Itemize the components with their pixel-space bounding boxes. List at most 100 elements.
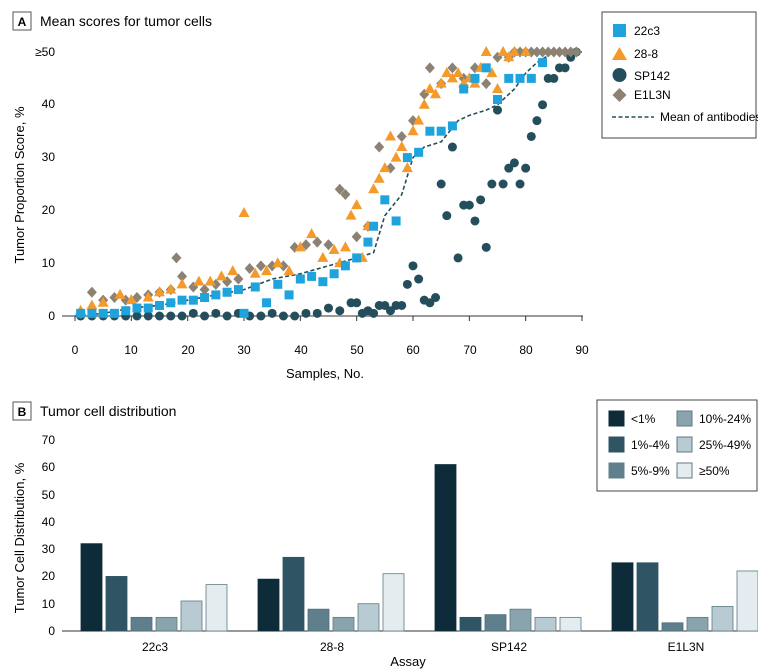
data-point-sp142 [560,63,570,73]
panel-b-category-labels: 22c3 28-8 SP142 E1L3N [142,640,704,654]
a-ytick-label: 30 [42,150,56,164]
data-point-28-8 [339,241,351,252]
data-point-28-8 [193,275,205,286]
data-point-22c3 [211,290,221,300]
data-point-e1l3n [531,46,542,58]
bar [459,616,482,632]
data-point-sp142 [431,293,441,303]
a-ytick-label: 10 [42,256,56,270]
a-ytick-label: 40 [42,97,56,111]
data-point-sp142 [549,73,559,83]
data-point-e1l3n [86,286,97,298]
data-point-28-8 [503,51,515,62]
data-point-28-8 [373,172,385,183]
data-point-e1l3n [374,141,385,153]
data-point-e1l3n [171,252,182,264]
data-point-sp142 [493,105,502,115]
data-point-22c3 [284,290,294,300]
panel-a-letter: A [18,15,27,29]
data-point-28-8 [261,265,273,276]
data-point-28-8 [238,207,250,218]
data-point-sp142 [267,308,277,318]
data-point-28-8 [508,46,520,56]
a-ytick-label: ≥50 [35,45,55,59]
panel-b-title: Tumor cell distribution [40,403,176,419]
square-icon [613,24,626,37]
data-point-22c3 [98,308,108,318]
b-ytick-label: 50 [42,488,56,502]
data-point-22c3 [273,279,283,289]
bar [130,616,153,632]
circle-icon [612,68,627,82]
panel-a-title: Mean scores for tumor cells [40,13,212,29]
data-point-e1l3n [177,270,188,282]
data-point-22c3 [143,303,153,313]
data-point-e1l3n [424,62,435,74]
data-point-22c3 [414,147,424,157]
b-ytick-label: 70 [42,433,56,447]
data-point-sp142 [335,306,345,316]
data-point-sp142 [402,279,412,289]
data-point-28-8 [215,270,227,281]
data-point-28-8 [86,299,98,310]
data-point-sp142 [481,242,491,252]
diamond-icon [612,88,627,102]
bar [105,576,128,632]
data-point-sp142 [464,200,474,210]
data-point-22c3 [155,300,164,310]
data-point-sp142 [352,298,362,308]
data-point-e1l3n [447,62,458,74]
data-point-22c3 [239,308,249,318]
data-point-28-8 [452,67,464,78]
swatch-icon [676,436,693,453]
data-point-e1l3n [560,46,571,58]
panel-b-legend: <1% 1%-4% 5%-9% 10%-24% 25%-49% ≥50% [596,399,758,492]
data-point-sp142 [256,311,266,321]
data-point-22c3 [402,153,412,163]
data-point-sp142 [487,179,497,189]
data-point-sp142 [414,274,424,284]
b-ytick-label: 20 [42,569,56,583]
legend-label-22c3: 22c3 [634,24,660,38]
data-point-sp142 [200,311,210,321]
data-point-22c3 [391,216,401,226]
swatch-icon [676,410,693,427]
data-point-22c3 [262,298,272,308]
a-xtick-label: 80 [519,343,533,357]
data-point-28-8 [142,291,154,302]
data-point-28-8 [283,265,295,276]
data-point-sp142 [408,261,418,271]
data-point-22c3 [329,269,339,279]
data-point-sp142 [324,303,333,313]
data-point-e1l3n [548,46,559,58]
data-point-22c3 [307,271,317,281]
data-point-28-8 [418,98,430,109]
data-point-sp142 [155,311,164,321]
data-point-sp142 [526,131,536,141]
bar [636,562,659,632]
panel-a-plot-area [74,46,582,321]
data-point-sp142 [515,179,525,189]
data-point-sp142 [509,158,519,168]
data-point-22c3 [425,126,435,136]
data-point-22c3 [436,126,446,136]
data-point-sp142 [447,142,457,152]
data-point-28-8 [486,67,498,78]
data-point-22c3 [481,63,491,73]
data-point-e1l3n [537,46,548,58]
data-point-22c3 [295,274,305,284]
data-point-sp142 [369,308,379,318]
data-point-28-8 [204,275,216,286]
data-point-sp142 [132,311,142,321]
data-point-e1l3n [565,46,576,58]
data-point-sp142 [453,253,463,263]
a-xtick-label: 10 [124,343,138,357]
data-point-22c3 [121,306,131,316]
data-point-28-8 [227,265,239,276]
b-ytick-label: 0 [48,624,55,638]
panel-a-ylabel: Tumor Proportion Score, % [12,106,27,263]
panel-a-legend: 22c3 28-8 SP142 E1L3N Mean of antibodies [601,11,758,139]
legend-label-28-8: 28-8 [634,47,658,61]
legend-label: ≥50% [699,464,730,478]
